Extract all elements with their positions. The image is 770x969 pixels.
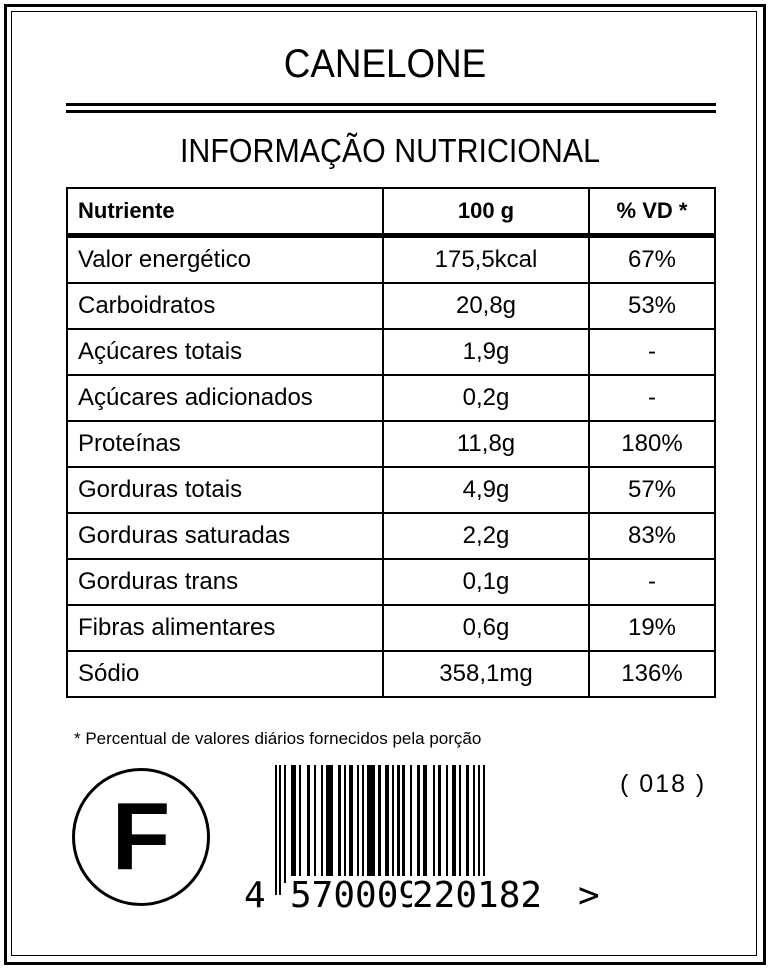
barcode-bar bbox=[307, 765, 310, 883]
barcode-bar bbox=[466, 765, 469, 883]
barcode-bar bbox=[483, 765, 485, 895]
seal-f-icon: F bbox=[72, 768, 210, 906]
barcode-bar bbox=[321, 765, 323, 883]
nutrient-name: Gorduras totais bbox=[66, 466, 384, 514]
nutrient-amount: 2,2g bbox=[382, 512, 590, 560]
divider bbox=[66, 110, 716, 113]
table-row: Açúcares adicionados 0,2g - bbox=[66, 374, 716, 422]
barcode-digits-right: 220182 bbox=[412, 875, 543, 916]
nutrient-name: Açúcares totais bbox=[66, 328, 384, 376]
barcode-bar bbox=[459, 765, 461, 883]
barcode bbox=[275, 765, 485, 895]
barcode-end-marker: > bbox=[578, 875, 600, 916]
barcode-bar bbox=[473, 765, 475, 883]
nutrient-name: Açúcares adicionados bbox=[66, 374, 384, 422]
barcode-bar bbox=[314, 765, 316, 883]
barcode-bar bbox=[438, 765, 441, 883]
nutrient-name: Carboidratos bbox=[66, 282, 384, 330]
barcode-bar bbox=[344, 765, 346, 883]
barcode-bar bbox=[385, 765, 389, 883]
nutrient-name: Gorduras trans bbox=[66, 558, 384, 606]
table-row: Gorduras totais 4,9g 57% bbox=[66, 466, 716, 514]
nutrient-dv: 136% bbox=[588, 650, 716, 698]
divider bbox=[66, 103, 716, 106]
barcode-bar bbox=[423, 765, 427, 883]
header-nutrient: Nutriente bbox=[66, 187, 384, 238]
barcode-bar bbox=[338, 765, 341, 883]
nutrient-amount: 175,5kcal bbox=[382, 234, 590, 284]
table-row: Proteínas 11,8g 180% bbox=[66, 420, 716, 468]
table-row: Gorduras trans 0,1g - bbox=[66, 558, 716, 606]
barcode-digit-first: 4 bbox=[244, 875, 266, 916]
barcode-bar bbox=[446, 765, 448, 883]
barcode-bar bbox=[362, 765, 364, 883]
nutrient-dv: 53% bbox=[588, 282, 716, 330]
table-row: Valor energético 175,5kcal 67% bbox=[66, 234, 716, 284]
nutrient-amount: 20,8g bbox=[382, 282, 590, 330]
nutrient-dv: 67% bbox=[588, 234, 716, 284]
header-dv: % VD * bbox=[588, 187, 716, 238]
table-row: Carboidratos 20,8g 53% bbox=[66, 282, 716, 330]
barcode-bar bbox=[291, 765, 296, 883]
nutrient-dv: 180% bbox=[588, 420, 716, 468]
nutrient-dv: - bbox=[588, 558, 716, 606]
nutrient-dv: 83% bbox=[588, 512, 716, 560]
barcode-bar bbox=[284, 765, 286, 883]
nutrient-name: Sódio bbox=[66, 650, 384, 698]
barcode-bar bbox=[357, 765, 359, 883]
nutrient-amount: 1,9g bbox=[382, 328, 590, 376]
barcode-bar bbox=[326, 765, 333, 883]
barcode-bar bbox=[433, 765, 435, 883]
barcode-bar bbox=[402, 765, 405, 883]
nutrient-dv: 57% bbox=[588, 466, 716, 514]
table-row: Gorduras saturadas 2,2g 83% bbox=[66, 512, 716, 560]
nutrient-amount: 358,1mg bbox=[382, 650, 590, 698]
nutrient-name: Proteínas bbox=[66, 420, 384, 468]
product-code: ( 018 ) bbox=[620, 770, 707, 798]
barcode-bar bbox=[349, 765, 353, 883]
barcode-digits-left: 570009 bbox=[290, 875, 421, 916]
nutrient-amount: 0,2g bbox=[382, 374, 590, 422]
nutrient-name: Valor energético bbox=[66, 234, 384, 284]
barcode-bar bbox=[410, 765, 412, 883]
barcode-bar bbox=[299, 765, 301, 883]
barcode-bar bbox=[279, 765, 281, 895]
nutrient-dv: - bbox=[588, 328, 716, 376]
header-amount: 100 g bbox=[382, 187, 590, 238]
barcode-bar bbox=[417, 765, 420, 883]
outer-border bbox=[4, 4, 766, 965]
footnote: * Percentual de valores diários fornecid… bbox=[74, 729, 482, 748]
barcode-bar bbox=[275, 765, 277, 895]
inner-border bbox=[11, 11, 757, 956]
nutrient-dv: 19% bbox=[588, 604, 716, 652]
barcode-bar bbox=[378, 765, 381, 883]
barcode-bar bbox=[397, 765, 400, 883]
nutrient-amount: 0,6g bbox=[382, 604, 590, 652]
nutrient-amount: 4,9g bbox=[382, 466, 590, 514]
nutrient-name: Gorduras saturadas bbox=[66, 512, 384, 560]
barcode-bar bbox=[367, 765, 375, 883]
barcode-bar bbox=[392, 765, 394, 883]
table-row: Sódio 358,1mg 136% bbox=[66, 650, 716, 698]
nutrient-name: Fibras alimentares bbox=[66, 604, 384, 652]
table-row: Açúcares totais 1,9g - bbox=[66, 328, 716, 376]
barcode-bar bbox=[452, 765, 456, 883]
nutrient-dv: - bbox=[588, 374, 716, 422]
product-title: CANELONE bbox=[283, 42, 487, 86]
section-title: INFORMAÇÃO NUTRICIONAL bbox=[179, 132, 601, 169]
table-row: Fibras alimentares 0,6g 19% bbox=[66, 604, 716, 652]
nutrient-amount: 0,1g bbox=[382, 558, 590, 606]
nutrient-amount: 11,8g bbox=[382, 420, 590, 468]
barcode-bar bbox=[478, 765, 480, 895]
nutrition-table: Nutriente 100 g % VD * Valor energético 1… bbox=[66, 187, 716, 698]
